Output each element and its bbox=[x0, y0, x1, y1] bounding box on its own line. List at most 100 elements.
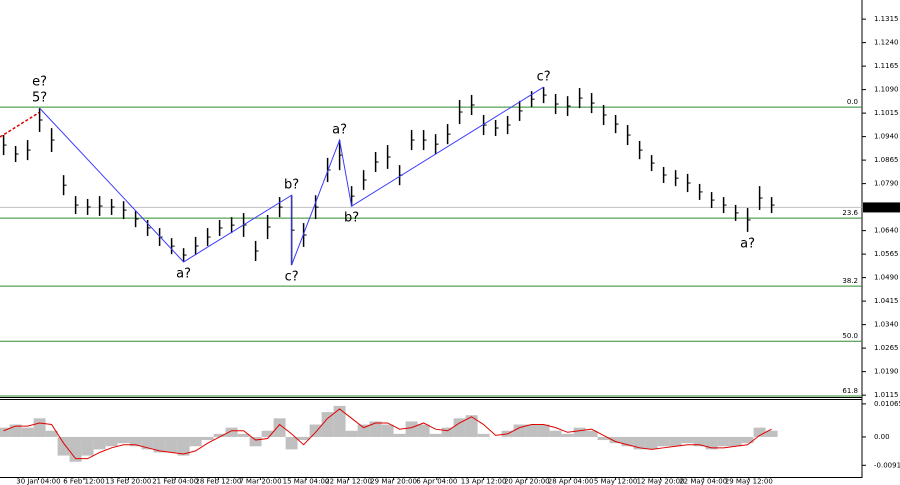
x-tick-label: 12 May 20:00 bbox=[637, 478, 685, 485]
wave-label: e? bbox=[32, 75, 47, 90]
fib-level-label: 38.2 bbox=[842, 277, 858, 285]
x-tick-label: 22 Mar 12:00 bbox=[325, 478, 372, 485]
last-price-label: 1.0714 bbox=[867, 203, 892, 211]
histogram-bar bbox=[729, 436, 742, 447]
histogram-bar bbox=[261, 430, 274, 437]
histogram-bar bbox=[633, 436, 646, 450]
x-tick-label: 5 May 12:00 bbox=[594, 478, 638, 485]
histogram-bar bbox=[561, 433, 574, 437]
histogram-bar bbox=[405, 421, 418, 437]
histogram-bar bbox=[201, 436, 214, 441]
y-tick-label: 1.0490 bbox=[874, 274, 899, 282]
histogram-bar bbox=[465, 415, 478, 437]
histogram-bar bbox=[357, 424, 370, 437]
wave-label: b? bbox=[344, 211, 359, 226]
histogram-bar bbox=[573, 427, 586, 437]
fib-level-label: 61.8 bbox=[842, 387, 858, 395]
histogram-bar bbox=[381, 424, 394, 437]
y-tick-label: 1.0640 bbox=[874, 227, 899, 235]
x-tick-label: 21 Feb 04:00 bbox=[152, 478, 198, 485]
histogram-bar bbox=[453, 418, 466, 437]
histogram-bar bbox=[393, 433, 406, 437]
histogram-bar bbox=[237, 433, 250, 437]
histogram-bar bbox=[753, 427, 766, 437]
histogram-bar bbox=[645, 436, 658, 450]
histogram-bar bbox=[549, 430, 562, 437]
histogram-bar bbox=[417, 424, 430, 437]
wave-e-line bbox=[0, 111, 41, 138]
histogram-bar bbox=[585, 430, 598, 437]
y-tick-label: 1.0415 bbox=[874, 297, 899, 305]
wave-label: 5? bbox=[32, 91, 47, 106]
y-tick-label: 1.0940 bbox=[874, 133, 899, 141]
histogram-bar bbox=[321, 412, 334, 437]
histogram-bar bbox=[0, 427, 10, 437]
x-tick-label: 13 Apr 12:00 bbox=[461, 478, 507, 485]
histogram-bar bbox=[537, 424, 550, 437]
wave-label: a? bbox=[332, 123, 347, 138]
y-tick-label: 1.0565 bbox=[874, 250, 899, 258]
fib-level-label: 0.0 bbox=[847, 98, 858, 106]
histogram-bar bbox=[141, 436, 154, 450]
histogram-bar bbox=[81, 436, 94, 456]
wave-label: a? bbox=[740, 236, 755, 251]
histogram-bar bbox=[657, 436, 670, 447]
histogram-bar bbox=[153, 436, 166, 453]
x-tick-label: 30 Jan 04:00 bbox=[16, 478, 60, 485]
wave-label: b? bbox=[284, 178, 299, 193]
x-tick-label: 6 Apr 04:00 bbox=[416, 478, 457, 485]
histogram-bar bbox=[513, 424, 526, 437]
histogram-bar bbox=[213, 433, 226, 437]
fib-level-label: 23.6 bbox=[842, 209, 858, 217]
y-tick-label: 1.0115 bbox=[874, 391, 899, 399]
y-tick-label: 1.1315 bbox=[874, 15, 899, 23]
histogram-bar bbox=[105, 436, 118, 447]
histogram-bar bbox=[597, 436, 610, 441]
histogram-bar bbox=[693, 436, 706, 447]
histogram-bar bbox=[57, 436, 70, 456]
y-tick-label: 0.01065 bbox=[874, 400, 900, 408]
histogram-bar bbox=[681, 436, 694, 444]
histogram-bar bbox=[165, 436, 178, 453]
histogram-bar bbox=[21, 427, 34, 437]
histogram-bar bbox=[441, 427, 454, 437]
histogram-bar bbox=[117, 436, 130, 444]
histogram-bar bbox=[273, 418, 286, 437]
wave-label: c? bbox=[285, 270, 299, 285]
y-tick-label: 1.0790 bbox=[874, 180, 899, 188]
x-tick-label: 28 Apr 04:00 bbox=[548, 478, 594, 485]
histogram-bar bbox=[705, 436, 718, 450]
y-tick-label: 1.0265 bbox=[874, 344, 899, 352]
histogram-bar bbox=[765, 430, 778, 437]
y-tick-label: 1.0190 bbox=[874, 368, 899, 376]
x-tick-label: 22 May 04:00 bbox=[679, 478, 727, 485]
histogram-bar bbox=[45, 430, 58, 437]
x-tick-label: 29 May 12:00 bbox=[725, 478, 773, 485]
wave-line bbox=[39, 86, 544, 266]
histogram-bar bbox=[297, 436, 310, 441]
wave-label: c? bbox=[537, 70, 551, 85]
histogram-bar bbox=[189, 436, 202, 447]
histogram-bar bbox=[669, 436, 682, 447]
histogram-bar bbox=[93, 436, 106, 450]
histogram-bar bbox=[225, 427, 238, 437]
histogram-bar bbox=[741, 436, 754, 444]
y-tick-label: 1.1240 bbox=[874, 39, 899, 47]
y-tick-label: 0.00 bbox=[874, 433, 890, 441]
signal-line bbox=[3, 408, 772, 460]
histogram-bar bbox=[129, 436, 142, 447]
histogram-bar bbox=[621, 436, 634, 447]
histogram-bar bbox=[429, 433, 442, 437]
histogram-bar bbox=[177, 436, 190, 456]
x-tick-label: 13 Feb 20:00 bbox=[105, 478, 151, 485]
wave-label: a? bbox=[176, 266, 191, 281]
x-tick-label: 6 Feb 12:00 bbox=[63, 478, 104, 485]
histogram-bar bbox=[333, 405, 346, 437]
x-tick-label: 28 Feb 12:00 bbox=[195, 478, 241, 485]
fib-level-label: 50.0 bbox=[842, 332, 858, 340]
histogram-bar bbox=[609, 436, 622, 444]
histogram-bar bbox=[717, 436, 730, 447]
